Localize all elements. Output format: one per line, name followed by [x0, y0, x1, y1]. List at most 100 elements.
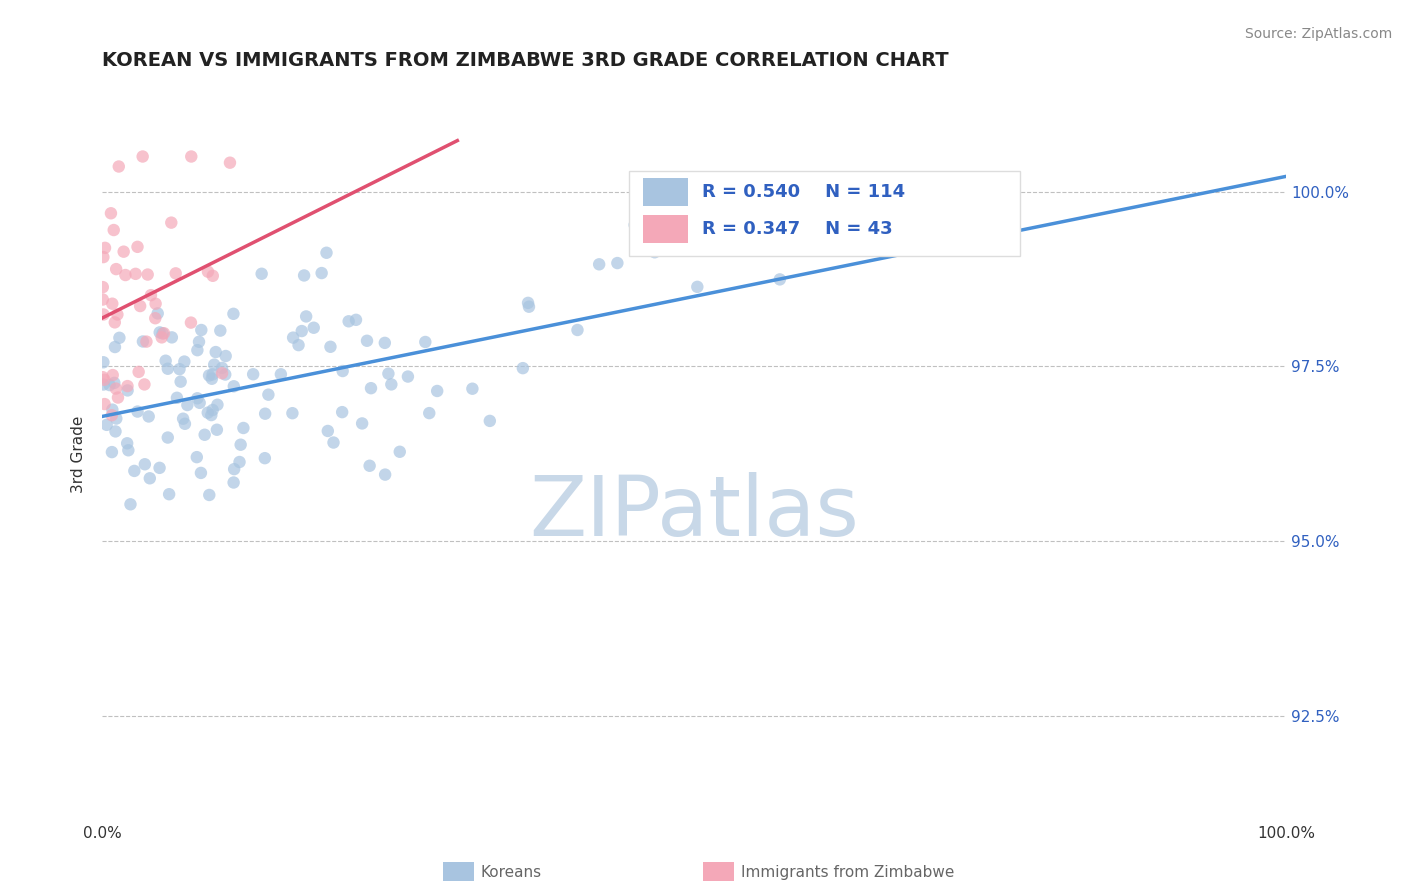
FancyBboxPatch shape — [643, 215, 688, 243]
Point — [232, 421, 254, 435]
Point — [180, 149, 202, 163]
Point — [769, 272, 792, 286]
Point — [374, 335, 396, 350]
Point — [360, 381, 382, 395]
Point — [169, 375, 191, 389]
Point — [197, 406, 219, 420]
Point — [204, 345, 226, 359]
FancyBboxPatch shape — [628, 171, 1019, 255]
Point — [200, 408, 222, 422]
Point — [101, 445, 124, 459]
Point — [219, 155, 242, 169]
Point — [101, 402, 124, 417]
Point — [197, 265, 219, 279]
Point — [135, 334, 157, 349]
Point — [149, 326, 172, 340]
Y-axis label: 3rd Grade: 3rd Grade — [72, 416, 86, 492]
Point — [160, 216, 183, 230]
Point — [201, 372, 224, 386]
Point — [105, 411, 128, 425]
Point — [117, 443, 139, 458]
Point — [127, 240, 149, 254]
Point — [124, 464, 146, 478]
Point — [100, 206, 122, 220]
Point — [128, 365, 150, 379]
Point — [173, 354, 195, 368]
Point — [209, 324, 232, 338]
Text: ZIPatlas: ZIPatlas — [529, 472, 859, 553]
Point — [104, 382, 127, 396]
Text: KOREAN VS IMMIGRANTS FROM ZIMBABWE 3RD GRADE CORRELATION CHART: KOREAN VS IMMIGRANTS FROM ZIMBABWE 3RD G… — [103, 51, 949, 70]
Point — [374, 467, 396, 482]
Point — [152, 326, 174, 341]
Point — [93, 377, 115, 392]
Point — [134, 457, 156, 471]
Point — [287, 338, 309, 352]
Point — [352, 417, 374, 431]
Point — [292, 268, 315, 283]
Point — [201, 368, 224, 382]
Point — [380, 377, 402, 392]
Point — [91, 280, 114, 294]
Point — [198, 488, 221, 502]
Point — [104, 425, 127, 439]
Point — [129, 299, 152, 313]
Point — [136, 268, 159, 282]
Point — [588, 257, 610, 271]
Point — [166, 391, 188, 405]
Point — [207, 398, 229, 412]
Point — [332, 364, 354, 378]
Point — [134, 377, 156, 392]
Point — [644, 245, 666, 260]
Point — [101, 409, 124, 423]
Point — [190, 323, 212, 337]
Point — [377, 367, 399, 381]
Point — [127, 404, 149, 418]
Point — [295, 310, 318, 324]
Point — [211, 360, 233, 375]
Point — [413, 334, 436, 349]
Point — [311, 266, 333, 280]
Point — [315, 245, 337, 260]
Point — [356, 334, 378, 348]
Point — [567, 323, 589, 337]
Point — [281, 331, 304, 345]
Point — [186, 450, 208, 464]
Point — [114, 268, 136, 282]
Point — [150, 330, 173, 344]
Point — [517, 300, 540, 314]
Point — [104, 315, 127, 329]
Point — [396, 369, 419, 384]
Point — [250, 267, 273, 281]
Point — [155, 353, 177, 368]
Point — [316, 424, 339, 438]
Text: R = 0.540    N = 114: R = 0.540 N = 114 — [703, 184, 905, 202]
Point — [337, 314, 360, 328]
Point — [194, 427, 217, 442]
FancyBboxPatch shape — [643, 178, 688, 206]
Point — [117, 379, 139, 393]
Point — [198, 368, 221, 383]
Point — [201, 403, 224, 417]
Point — [101, 296, 124, 310]
Point — [107, 391, 129, 405]
Point — [157, 487, 180, 501]
Point — [330, 405, 353, 419]
Point — [222, 379, 245, 393]
Point — [461, 382, 484, 396]
Point — [242, 368, 264, 382]
Point — [148, 460, 170, 475]
Point — [91, 293, 114, 307]
Point — [112, 244, 135, 259]
Point — [139, 288, 162, 302]
Point — [108, 331, 131, 345]
Point — [94, 241, 117, 255]
Point — [93, 373, 115, 387]
Point — [93, 355, 115, 369]
Point — [91, 370, 114, 384]
Point — [270, 368, 292, 382]
Point — [156, 361, 179, 376]
Point — [169, 362, 191, 376]
Text: Source: ZipAtlas.com: Source: ZipAtlas.com — [1244, 27, 1392, 41]
Point — [205, 423, 228, 437]
